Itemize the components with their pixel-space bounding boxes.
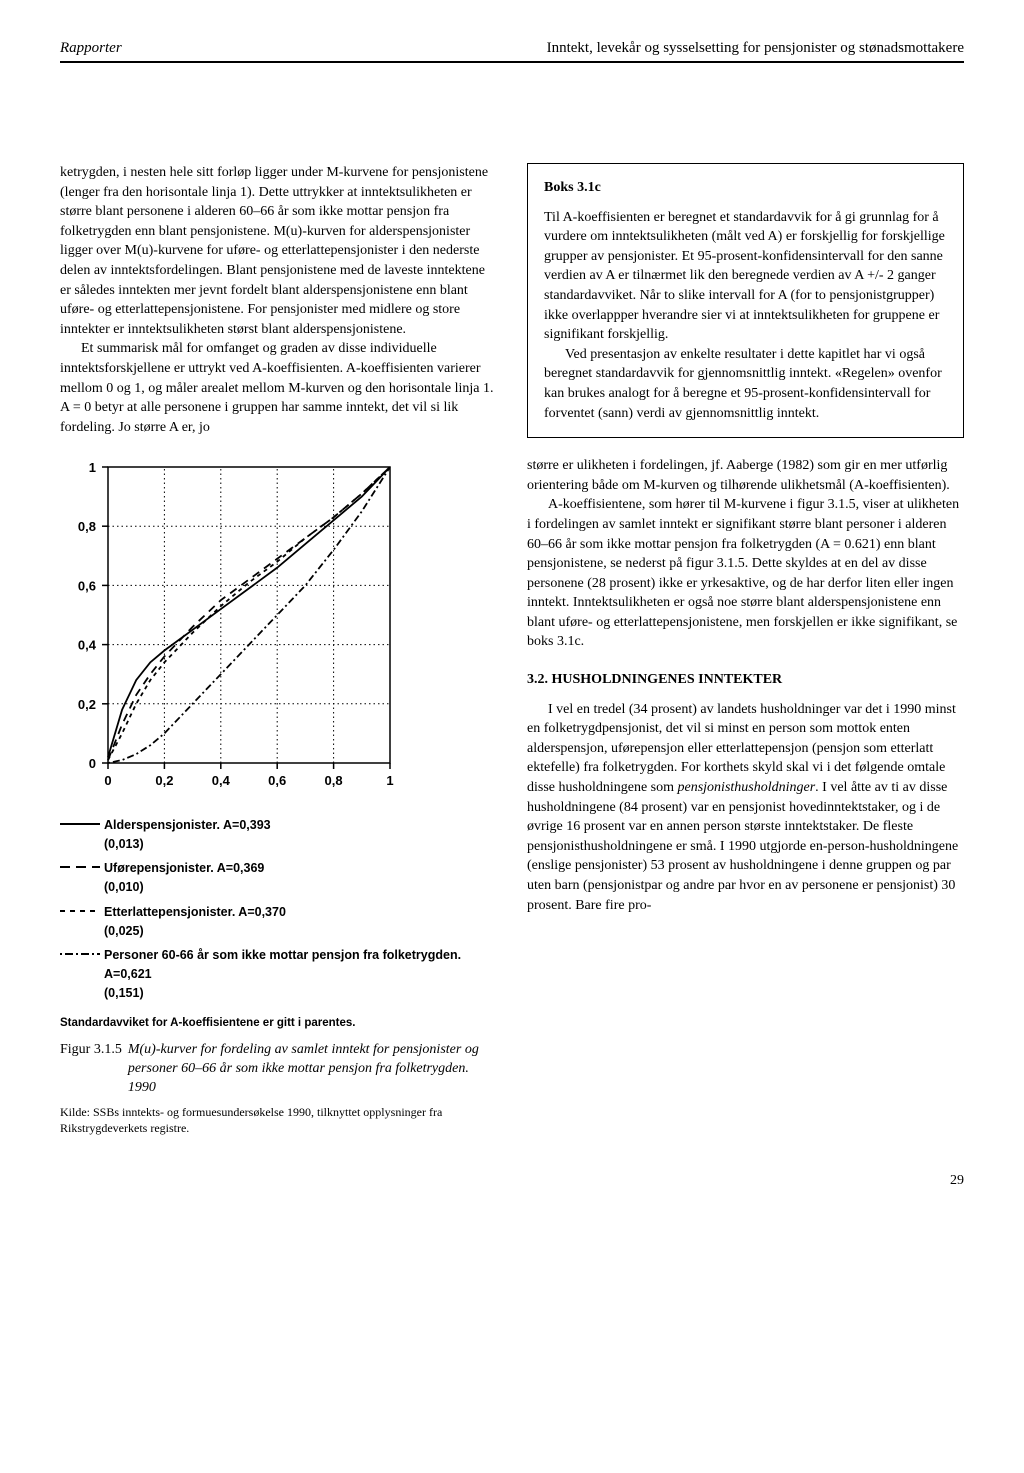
left-column: ketrygden, i nesten hele sitt forløp lig… xyxy=(60,163,497,1137)
right-para-3b: . I vel åtte av ti av disse husholdninge… xyxy=(527,780,958,913)
legend-item: Etterlattepensjonister. A=0,370(0,025) xyxy=(60,903,497,941)
svg-text:0,6: 0,6 xyxy=(268,773,286,788)
svg-text:0: 0 xyxy=(104,773,111,788)
mu-curve-chart: 0 0,2 0,4 0,6 0,8 1 0 0,2 0,4 0,6 0,8 1 xyxy=(60,457,400,797)
figure-label: Figur 3.1.5 xyxy=(60,1041,122,1098)
legend-label: Personer 60-66 år som ikke mottar pensjo… xyxy=(104,946,497,1002)
legend-item: Alderspensjonister. A=0,393(0,013) xyxy=(60,816,497,854)
main-content: ketrygden, i nesten hele sitt forløp lig… xyxy=(60,163,964,1137)
chart-container: 0 0,2 0,4 0,6 0,8 1 0 0,2 0,4 0,6 0,8 1 xyxy=(60,457,497,804)
svg-text:0,2: 0,2 xyxy=(78,697,96,712)
legend-swatch xyxy=(60,903,104,919)
right-para-2: A-koeffisientene, som hører til M-kurven… xyxy=(527,495,964,652)
legend-sublabel: (0,010) xyxy=(104,878,497,897)
right-column: Boks 3.1c Til A-koeffisienten er beregne… xyxy=(527,163,964,1137)
legend-label: Alderspensjonister. A=0,393(0,013) xyxy=(104,816,497,854)
info-box: Boks 3.1c Til A-koeffisienten er beregne… xyxy=(527,163,964,438)
legend-sublabel: (0,025) xyxy=(104,922,497,941)
legend-label: Uførepensjonister. A=0,369(0,010) xyxy=(104,859,497,897)
svg-text:0,4: 0,4 xyxy=(212,773,231,788)
right-para-3-italic: pensjonisthusholdninger xyxy=(678,780,816,795)
right-para-1: større er ulikheten i fordelingen, jf. A… xyxy=(527,456,964,495)
svg-text:0,4: 0,4 xyxy=(78,638,97,653)
page-header: Rapporter Inntekt, levekår og sysselsett… xyxy=(60,40,964,63)
legend-swatch xyxy=(60,859,104,875)
left-para-2: Et summarisk mål for omfanget og graden … xyxy=(60,339,497,437)
header-left: Rapporter xyxy=(60,40,122,57)
figure-source: Kilde: SSBs inntekts- og formuesundersøk… xyxy=(60,1105,497,1136)
legend-item: Uførepensjonister. A=0,369(0,010) xyxy=(60,859,497,897)
svg-text:0,8: 0,8 xyxy=(78,520,96,535)
figure-caption-text: M(u)-kurver for fordeling av samlet innt… xyxy=(128,1041,497,1098)
svg-text:1: 1 xyxy=(386,773,393,788)
legend-swatch xyxy=(60,816,104,832)
svg-text:0,8: 0,8 xyxy=(325,773,343,788)
legend-sublabel: (0,151) xyxy=(104,984,497,1003)
box-title: Boks 3.1c xyxy=(544,178,947,198)
legend-sublabel: (0,013) xyxy=(104,835,497,854)
header-right: Inntekt, levekår og sysselsetting for pe… xyxy=(547,40,964,57)
legend-label: Etterlattepensjonister. A=0,370(0,025) xyxy=(104,903,497,941)
box-para-2: Ved presentasjon av enkelte resultater i… xyxy=(544,345,947,423)
right-para-3: I vel en tredel (34 prosent) av landets … xyxy=(527,700,964,916)
svg-text:1: 1 xyxy=(89,460,96,475)
svg-text:0,6: 0,6 xyxy=(78,579,96,594)
legend-swatch xyxy=(60,946,104,962)
std-deviation-note: Standardavviket for A-koeffisientene er … xyxy=(60,1015,497,1031)
figure-caption: Figur 3.1.5 M(u)-kurver for fordeling av… xyxy=(60,1041,497,1098)
svg-text:0: 0 xyxy=(89,756,96,771)
box-para-1: Til A-koeffisienten er beregnet et stand… xyxy=(544,208,947,345)
svg-text:0,2: 0,2 xyxy=(155,773,173,788)
legend-item: Personer 60-66 år som ikke mottar pensjo… xyxy=(60,946,497,1002)
section-heading: 3.2. HUSHOLDNINGENES INNTEKTER xyxy=(527,670,964,690)
left-para-1: ketrygden, i nesten hele sitt forløp lig… xyxy=(60,163,497,339)
chart-legend: Alderspensjonister. A=0,393(0,013) Uførep… xyxy=(60,816,497,1003)
page-number: 29 xyxy=(60,1173,964,1189)
